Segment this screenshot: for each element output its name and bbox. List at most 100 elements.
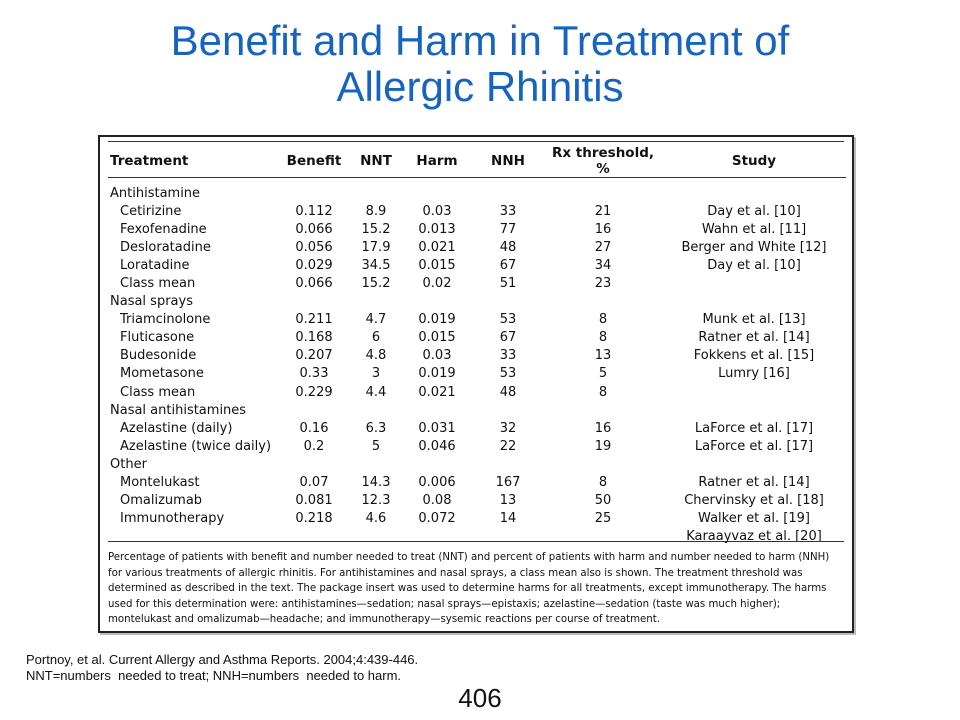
- cell-study: Day et al. [10]: [707, 257, 801, 273]
- cell-nnh: 13: [499, 493, 517, 509]
- table-body: Antihistamine Cetirizine 0.112 8.9 0.03 33 21 D…: [108, 178, 846, 546]
- cell-nnt: 4.6: [365, 511, 387, 527]
- table-row: Class mean 0.066 15.2 0.02 51 23: [108, 274, 846, 292]
- cell-study: Ratner et al. [14]: [698, 475, 810, 491]
- cell-study: Day et al. [10]: [707, 203, 801, 219]
- cell-nnt: 6: [371, 330, 381, 346]
- cell-nnh: 48: [499, 384, 517, 400]
- cell-rx: 21: [594, 203, 612, 219]
- cell-nnt: 12.3: [361, 493, 391, 509]
- cell-harm: 0.046: [418, 438, 456, 454]
- cell-benefit: 0.066: [295, 221, 333, 237]
- cell-treatment: Class mean: [120, 384, 196, 400]
- cell-harm: 0.031: [418, 420, 456, 436]
- cell-nnh: 77: [499, 221, 517, 237]
- cell-harm: 0.013: [418, 221, 456, 237]
- slide-title-line-1: Benefit and Harm in Treatment of: [170, 17, 790, 64]
- header-nnt: NNT: [350, 145, 402, 178]
- table-row: Karaayvaz et al. [20]: [108, 528, 846, 546]
- cell-nnt: 15.2: [361, 276, 391, 292]
- cell-nnt: 8.9: [365, 203, 387, 219]
- cell-nnh: 14: [499, 511, 517, 527]
- group-label: Antihistamine: [110, 185, 201, 201]
- header-rx-threshold: Rx threshold, %: [544, 145, 662, 178]
- cell-study: Karaayvaz et al. [20]: [686, 529, 822, 545]
- table-row: Azelastine (twice daily) 0.2 5 0.046 22 19 LaF…: [108, 437, 846, 455]
- cell-nnh: 53: [499, 312, 517, 328]
- cell-rx: 27: [594, 239, 612, 255]
- table-row: Immunotherapy 0.218 4.6 0.072 14 25 Walker et …: [108, 510, 846, 528]
- footnote: Portnoy, et al. Current Allergy and Asth…: [26, 652, 418, 684]
- table-row: Fexofenadine 0.066 15.2 0.013 77 16 Wahn et al…: [108, 220, 846, 238]
- cell-harm: 0.03: [422, 348, 452, 364]
- cell-rx: 13: [594, 348, 612, 364]
- cell-rx: 50: [594, 493, 612, 509]
- cell-study: [662, 274, 846, 292]
- header-treatment: Treatment: [108, 145, 278, 178]
- cell-nnh: 67: [499, 330, 517, 346]
- cell-rx: 16: [594, 221, 612, 237]
- table-row: Omalizumab 0.081 12.3 0.08 13 50 Chervinsky et…: [108, 492, 846, 510]
- cell-treatment: Fluticasone: [120, 330, 195, 346]
- header-study: Study: [662, 145, 846, 178]
- cell-nnh: 167: [495, 475, 521, 491]
- cell-treatment: Azelastine (twice daily): [120, 438, 272, 454]
- cell-treatment: Loratadine: [120, 257, 190, 273]
- footnote-abbreviations: NNT=numbers needed to treat; NNH=numbers…: [26, 668, 402, 683]
- cell-harm: 0.015: [418, 330, 456, 346]
- cell-harm: 0.021: [418, 239, 456, 255]
- cell-benefit: 0.081: [295, 493, 333, 509]
- table-row: Azelastine (daily) 0.16 6.3 0.031 32 16 LaForc…: [108, 419, 846, 437]
- cell-nnh: 33: [499, 203, 517, 219]
- cell-nnt: 5: [371, 438, 381, 454]
- cell-treatment: Cetirizine: [120, 203, 182, 219]
- cell-study: [662, 383, 846, 401]
- table-row: Triamcinolone 0.211 4.7 0.019 53 8 Munk et al.…: [108, 311, 846, 329]
- group-label: Other: [110, 456, 147, 472]
- cell-harm: 0.072: [418, 511, 456, 527]
- cell-harm: 0.08: [422, 493, 452, 509]
- cell-nnh: 51: [499, 276, 517, 292]
- cell-rx: 34: [594, 257, 612, 273]
- cell-benefit: 0.218: [295, 511, 333, 527]
- cell-nnt: 4.8: [365, 348, 387, 364]
- cell-benefit: 0.2: [303, 438, 325, 454]
- cell-benefit: 0.112: [295, 203, 333, 219]
- slide-title-line-2: Allergic Rhinitis: [336, 63, 624, 110]
- cell-harm: 0.021: [418, 384, 456, 400]
- cell-study: Lumry [16]: [718, 366, 790, 382]
- cell-treatment: Class mean: [120, 276, 196, 292]
- cell-rx: 8: [598, 475, 608, 491]
- cell-harm: 0.006: [418, 475, 456, 491]
- table-row: Cetirizine 0.112 8.9 0.03 33 21 Day et al. [10…: [108, 202, 846, 220]
- cell-treatment: Triamcinolone: [120, 312, 211, 328]
- table-group-row: Other: [108, 455, 846, 473]
- cell-benefit: 0.056: [295, 239, 333, 255]
- footnote-citation: Portnoy, et al. Current Allergy and Asth…: [26, 652, 419, 667]
- cell-rx: 8: [598, 312, 608, 328]
- cell-rx: 8: [598, 384, 608, 400]
- table-top-rule: [108, 141, 844, 142]
- cell-harm: 0.015: [418, 257, 456, 273]
- cell-treatment: Montelukast: [120, 475, 200, 491]
- cell-nnh: 32: [499, 420, 517, 436]
- benefit-harm-table: Treatment Benefit NNT Harm NNH Rx thresh…: [108, 145, 846, 546]
- cell-rx: 5: [598, 366, 608, 382]
- cell-benefit: 0.211: [295, 312, 333, 328]
- cell-nnt: 34.5: [361, 257, 391, 273]
- cell-benefit: 0.168: [295, 330, 333, 346]
- cell-study: Wahn et al. [11]: [701, 221, 807, 237]
- table-group-row: Antihistamine: [108, 178, 846, 203]
- cell-rx: 8: [598, 330, 608, 346]
- cell-treatment: Azelastine (daily): [120, 420, 233, 436]
- cell-benefit: 0.029: [295, 257, 333, 273]
- cell-treatment: Immunotherapy: [120, 511, 225, 527]
- cell-nnt: 3: [371, 366, 381, 382]
- cell-nnt: 14.3: [361, 475, 391, 491]
- table-group-row: Nasal sprays: [108, 293, 846, 311]
- cell-benefit: 0.066: [295, 276, 333, 292]
- cell-rx: 16: [594, 420, 612, 436]
- cell-study: Fokkens et al. [15]: [693, 348, 815, 364]
- cell-nnt: 6.3: [365, 420, 387, 436]
- header-benefit: Benefit: [278, 145, 350, 178]
